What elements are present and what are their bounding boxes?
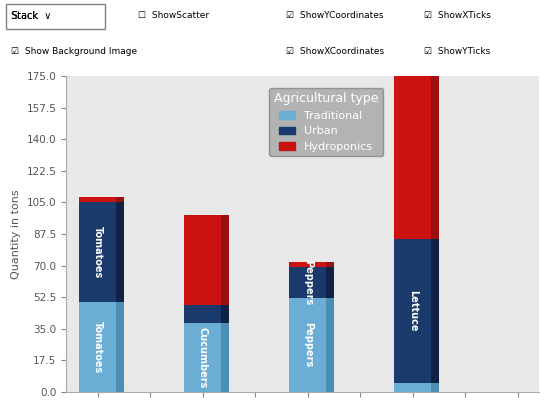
Text: ☑  ShowYCoordinates: ☑ ShowYCoordinates [286,11,383,20]
Text: ☑  Show Background Image: ☑ Show Background Image [11,47,137,56]
Text: Peppers: Peppers [302,322,313,368]
Y-axis label: Quantity in tons: Quantity in tons [11,189,21,279]
Text: Cucumbers: Cucumbers [197,327,208,388]
Text: Lettuce: Lettuce [408,290,418,332]
Text: ☐  ShowScatter: ☐ ShowScatter [138,11,208,20]
Bar [79,197,116,202]
Text: ☑  ShowXTicks: ☑ ShowXTicks [424,11,491,20]
Text: Stack: Stack [11,11,38,21]
Bar [394,76,431,238]
Bar [289,298,326,392]
Legend: Traditional, Urban, Hydroponics: Traditional, Urban, Hydroponics [270,88,383,156]
Bar [403,383,439,392]
Text: ☑  ShowYTicks: ☑ ShowYTicks [424,47,490,56]
Bar [87,302,124,392]
Bar [403,76,439,238]
Bar [403,238,439,383]
Bar [184,323,221,392]
Bar [6,4,104,29]
Bar [297,298,334,392]
Bar [297,262,334,268]
Bar [394,238,431,383]
Text: Tomatoes: Tomatoes [92,226,102,278]
Bar [79,302,116,392]
Bar [394,383,431,392]
Bar [289,268,326,298]
Text: Tomatoes: Tomatoes [92,321,102,373]
Bar [192,215,229,305]
Bar [192,305,229,323]
Bar [184,215,221,305]
Text: Stack  ∨: Stack ∨ [11,11,51,21]
Bar [192,323,229,392]
Bar [87,197,124,202]
Text: ☑  ShowXCoordinates: ☑ ShowXCoordinates [286,47,384,56]
Bar [184,305,221,323]
Bar [79,202,116,302]
Bar [87,202,124,302]
Text: Peppers: Peppers [302,260,313,305]
Bar [297,268,334,298]
Bar [289,262,326,268]
